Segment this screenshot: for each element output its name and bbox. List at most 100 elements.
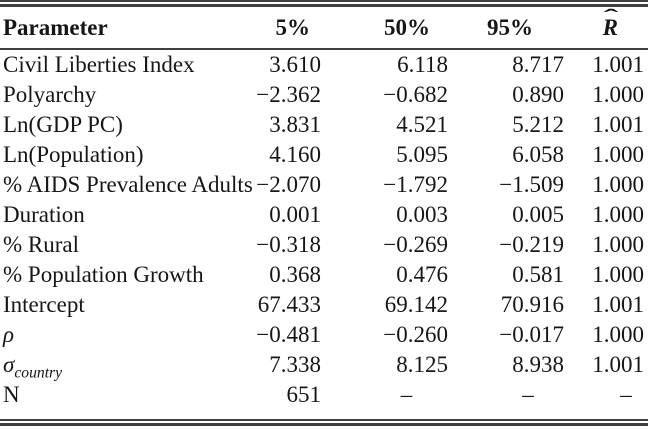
cell-95pct: −1.509 <box>452 170 568 200</box>
value-95pct: 8.938 <box>512 352 564 377</box>
value-95pct: 8.717 <box>512 52 564 77</box>
column-header-5pct: 5% <box>240 7 325 50</box>
cell-50pct: −1.792 <box>325 170 452 200</box>
cell-5pct: 4.160 <box>240 140 325 170</box>
top-rule-inner <box>0 4 648 7</box>
row-label-cell: Ln(Population) <box>0 140 240 170</box>
cell-5pct: 67.433 <box>240 290 325 320</box>
row-label-cell: % AIDS Prevalence Adults <box>0 170 253 200</box>
cell-50pct: 6.118 <box>325 49 452 80</box>
rhat-hat-accent: ˆ <box>603 6 618 28</box>
row-label: Duration <box>3 202 85 227</box>
row-label: Civil Liberties Index <box>3 52 195 77</box>
table-row: % Rural −0.318 −0.269 −0.219 1.000 <box>0 230 648 260</box>
row-label: σ <box>3 352 15 377</box>
cell-rhat: 1.001 <box>568 110 648 140</box>
cell-95pct: 8.717 <box>452 49 568 80</box>
cell-50pct: 0.003 <box>325 200 452 230</box>
bottom-rule-inner <box>0 419 648 421</box>
value-rhat: – <box>620 382 632 407</box>
value-50pct: 8.125 <box>396 352 448 377</box>
cell-5pct: 3.610 <box>240 49 325 80</box>
value-95pct: 0.890 <box>512 82 564 107</box>
table-row: Ln(GDP PC) 3.831 4.521 5.212 1.001 <box>0 110 648 140</box>
value-rhat: 1.000 <box>592 202 644 227</box>
cell-5pct: −2.070 <box>240 170 325 200</box>
row-label: Ln(GDP PC) <box>3 112 123 137</box>
value-5pct: −2.070 <box>256 172 321 197</box>
rhat-base-letter: R <box>602 14 618 40</box>
value-5pct: −2.362 <box>256 82 321 107</box>
row-label-subscript: country <box>14 364 63 382</box>
value-5pct: 3.831 <box>269 112 321 137</box>
value-rhat: 1.000 <box>592 262 644 287</box>
top-rule-gap <box>0 2 648 4</box>
cell-rhat: 1.001 <box>568 290 648 320</box>
cell-95pct: 0.890 <box>452 80 568 110</box>
value-5pct: −0.318 <box>256 232 321 257</box>
value-rhat: 1.001 <box>592 352 644 377</box>
value-95pct: −1.509 <box>499 172 564 197</box>
cell-rhat: 1.000 <box>568 320 648 350</box>
value-rhat: 1.000 <box>592 142 644 167</box>
value-50pct: 6.118 <box>397 52 448 77</box>
value-95pct: 70.916 <box>500 292 564 317</box>
value-5pct: 7.338 <box>269 352 321 377</box>
cell-95pct: 5.212 <box>452 110 568 140</box>
row-label: ρ <box>3 322 15 347</box>
row-label: Intercept <box>3 292 85 317</box>
row-label-cell: Polyarchy <box>0 80 240 110</box>
cell-rhat: 1.000 <box>568 80 648 110</box>
cell-95pct: 0.005 <box>452 200 568 230</box>
cell-50pct: 8.125 <box>325 350 452 380</box>
value-rhat: 1.000 <box>592 232 644 257</box>
value-5pct: 651 <box>286 382 322 407</box>
value-5pct: 4.160 <box>269 142 321 167</box>
row-label: % Population Growth <box>3 262 204 287</box>
value-50pct: 0.003 <box>396 202 448 227</box>
bottom-rule-gap <box>0 421 648 423</box>
row-label-cell: Ln(GDP PC) <box>0 110 240 140</box>
cell-rhat: 1.000 <box>568 140 648 170</box>
cell-5pct: 7.338 <box>240 350 325 380</box>
cell-95pct: – <box>452 380 568 410</box>
table-row: Civil Liberties Index 3.610 6.118 8.717 … <box>0 49 648 80</box>
value-rhat: 1.000 <box>592 82 644 107</box>
value-rhat: 1.000 <box>592 322 644 347</box>
value-50pct: −0.682 <box>383 82 448 107</box>
cell-5pct: 0.001 <box>240 200 325 230</box>
value-5pct: 3.610 <box>269 52 321 77</box>
value-5pct: 67.433 <box>257 292 321 317</box>
cell-rhat: 1.000 <box>568 230 648 260</box>
table-row: Ln(Population) 4.160 5.095 6.058 1.000 <box>0 140 648 170</box>
cell-5pct: 0.368 <box>240 260 325 290</box>
row-label-cell: % Rural <box>0 230 240 260</box>
cell-50pct: 4.521 <box>325 110 452 140</box>
cell-95pct: −0.219 <box>452 230 568 260</box>
row-label-cell: N <box>0 380 240 410</box>
value-rhat: 1.000 <box>592 172 644 197</box>
value-50pct: −0.260 <box>383 322 448 347</box>
table-row: Duration 0.001 0.003 0.005 1.000 <box>0 200 648 230</box>
column-header-95pct: 95% <box>452 7 568 50</box>
value-95pct: 0.005 <box>512 202 564 227</box>
row-label-cell: ρ <box>0 320 240 350</box>
cell-5pct: −0.318 <box>240 230 325 260</box>
bottom-rule-outer <box>0 423 648 426</box>
cell-rhat: 1.000 <box>568 260 648 290</box>
value-5pct: 0.368 <box>269 262 321 287</box>
cell-50pct: – <box>325 380 452 410</box>
cell-50pct: −0.269 <box>325 230 452 260</box>
value-rhat: 1.001 <box>592 52 644 77</box>
cell-95pct: 0.581 <box>452 260 568 290</box>
value-95pct: 5.212 <box>512 112 564 137</box>
cell-5pct: −0.481 <box>240 320 325 350</box>
row-label: % AIDS Prevalence Adults <box>3 172 253 197</box>
value-50pct: 4.521 <box>396 112 448 137</box>
cell-rhat: 1.000 <box>568 200 648 230</box>
value-5pct: 0.001 <box>269 202 321 227</box>
row-label-cell: Intercept <box>0 290 240 320</box>
table-row: % Population Growth 0.368 0.476 0.581 1.… <box>0 260 648 290</box>
